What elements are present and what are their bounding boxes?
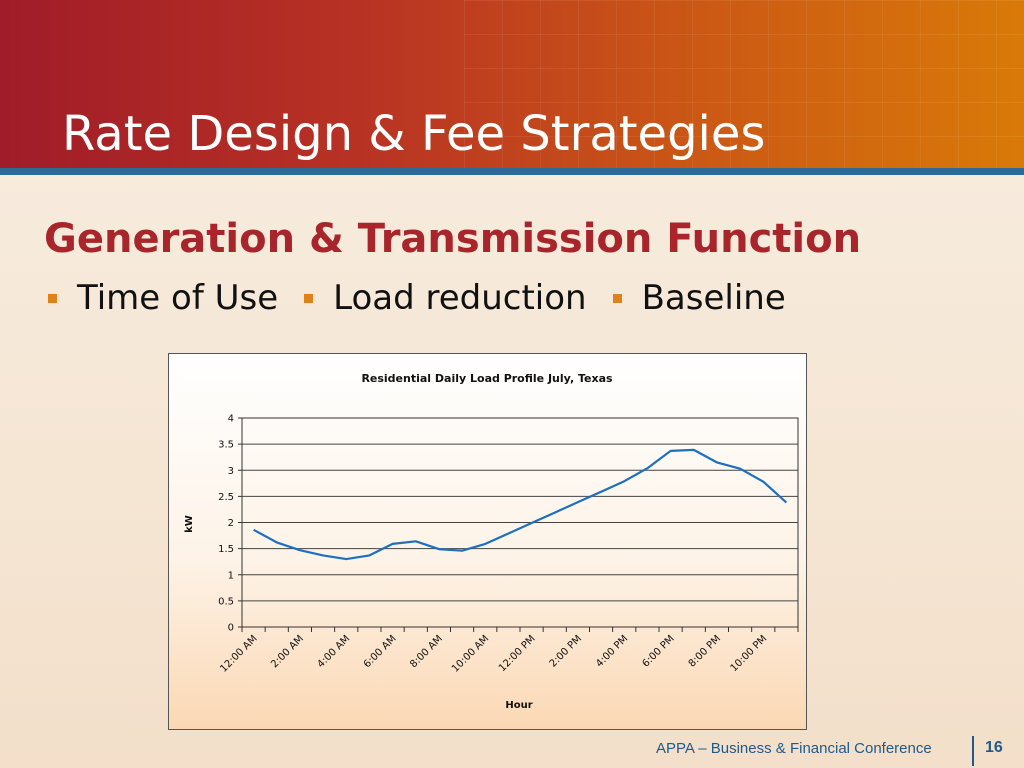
y-tick-label: 4 bbox=[228, 414, 234, 425]
y-tick-label: 0 bbox=[228, 623, 234, 634]
gridlines bbox=[242, 443, 798, 602]
bullet-square-icon bbox=[304, 293, 314, 303]
y-tick-label: 1 bbox=[228, 570, 234, 581]
y-tick-label: 3.5 bbox=[218, 440, 234, 451]
bullet-text: Time of Use bbox=[77, 278, 279, 318]
footer-divider bbox=[972, 736, 974, 766]
x-tick-label: 12:00 PM bbox=[497, 633, 538, 674]
x-tick-label: 10:00 AM bbox=[450, 633, 491, 674]
series-group bbox=[253, 448, 788, 561]
bullet-item: Time of Use bbox=[44, 276, 278, 320]
x-tick-label: 6:00 PM bbox=[640, 633, 676, 669]
bullet-list: Time of Use Load reduction Baseline bbox=[44, 276, 808, 320]
x-tick-label: 4:00 AM bbox=[316, 633, 353, 670]
y-tick-label: 0.5 bbox=[218, 596, 234, 607]
series-line bbox=[253, 448, 788, 561]
slide-subtitle: Generation & Transmission Function bbox=[44, 216, 862, 262]
y-axis-ticks: 0 0.5 1 1.5 2 2.5 3 3.5 4 bbox=[218, 414, 242, 634]
y-axis-label: kW bbox=[184, 515, 195, 533]
bullet-text: Load reduction bbox=[333, 278, 587, 318]
y-tick-label: 3 bbox=[228, 466, 234, 477]
bullet-square-icon bbox=[48, 293, 57, 303]
y-tick-label: 1.5 bbox=[218, 544, 234, 555]
bullet-text: Baseline bbox=[641, 278, 786, 318]
footer-conference: APPA – Business & Financial Conference bbox=[656, 740, 932, 757]
x-axis-ticks: 12:00 AM 2:00 AM 4:00 AM 6:00 AM 8:00 AM 10:0… bbox=[218, 627, 799, 675]
header-divider bbox=[0, 168, 1024, 175]
x-tick-label: 4:00 PM bbox=[594, 633, 630, 669]
load-profile-chart: Residential Daily Load Profile July, Tex… bbox=[184, 372, 799, 711]
x-tick-label: 8:00 PM bbox=[687, 633, 723, 669]
x-tick-label: 8:00 AM bbox=[408, 633, 445, 670]
slide-header: Rate Design & Fee Strategies bbox=[0, 0, 1024, 168]
x-tick-label: 6:00 AM bbox=[362, 633, 399, 670]
chart-container: Residential Daily Load Profile July, Tex… bbox=[168, 353, 807, 730]
bullet-item: Load reduction bbox=[300, 276, 587, 320]
y-tick-label: 2 bbox=[228, 518, 234, 529]
chart-title: Residential Daily Load Profile July, Tex… bbox=[361, 372, 613, 385]
page-number: 16 bbox=[985, 739, 1003, 756]
x-tick-label: 2:00 PM bbox=[548, 633, 584, 669]
y-tick-label: 2.5 bbox=[218, 492, 234, 503]
x-tick-label: 2:00 AM bbox=[269, 633, 306, 670]
header-grid-pattern bbox=[464, 0, 1024, 168]
x-axis-label: Hour bbox=[505, 700, 532, 711]
slide-title: Rate Design & Fee Strategies bbox=[62, 106, 766, 162]
bullet-square-icon bbox=[612, 293, 622, 303]
bullet-item: Baseline bbox=[609, 276, 786, 320]
x-tick-label: 10:00 PM bbox=[729, 633, 770, 674]
x-tick-label: 12:00 AM bbox=[218, 633, 259, 674]
